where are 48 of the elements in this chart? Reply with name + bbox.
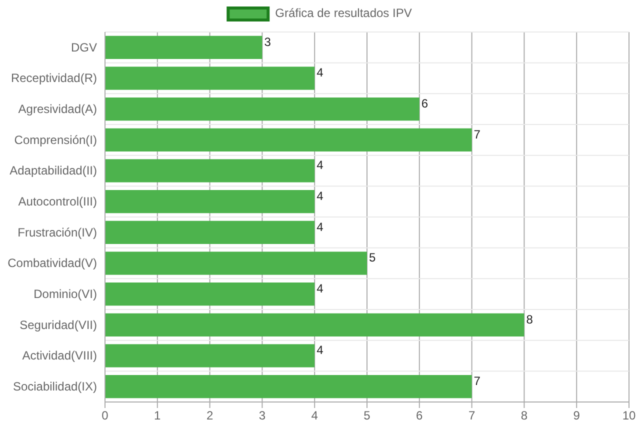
bar [105,313,524,336]
bar [105,375,472,398]
data-label: 4 [316,220,324,234]
data-label: 4 [316,282,324,296]
x-tick-label: 6 [416,408,424,423]
y-tick-label: Autocontrol(III) [18,194,97,208]
data-label: 4 [316,66,324,80]
data-label: 6 [421,96,428,111]
y-tick-label: Comprensión(I) [14,132,97,147]
data-label: 8 [526,312,534,326]
data-label: 3 [264,34,272,49]
y-tick-label: DGV [70,40,97,54]
bar [105,159,315,182]
x-tick-label: 5 [364,408,371,423]
y-tick-label: Dominio(VI) [34,286,97,301]
bar [105,252,367,275]
data-label: 4 [316,158,324,172]
bar [105,128,472,152]
y-tick-label: Seguridad(VII) [20,318,97,332]
y-tick-label: Adaptabilidad(II) [10,164,97,178]
y-tick-label: Agresividad(A) [18,102,97,116]
x-tick-label: 2 [206,408,214,423]
x-tick-label: 4 [311,408,318,423]
data-label: 7 [474,127,481,142]
bar [105,282,315,306]
data-label: 4 [316,189,324,204]
legend-label: Gráfica de resultados IPV [275,6,412,20]
bar [105,66,315,90]
y-tick-label: Sociabilidad(IX) [12,379,97,394]
y-tick-label: Receptividad(R) [10,71,97,86]
x-tick-label: 9 [573,408,580,423]
bar [105,220,315,244]
y-tick-label: Combatividad(V) [8,256,97,270]
bar [105,344,315,368]
y-tick-label: Frustración(IV) [18,225,97,240]
bar [105,190,315,214]
x-tick-label: 3 [258,408,266,423]
x-tick-label: 7 [468,408,476,423]
x-tick-label: 8 [520,408,528,423]
bar [105,98,420,121]
data-label: 5 [369,250,376,265]
x-tick-label: 10 [622,408,636,423]
bar [105,36,262,59]
data-label: 7 [474,374,481,388]
x-tick-label: 1 [154,408,162,423]
y-tick-label: Actividad(VIII) [22,348,97,363]
data-label: 4 [316,343,324,358]
x-tick-label: 0 [102,408,109,423]
